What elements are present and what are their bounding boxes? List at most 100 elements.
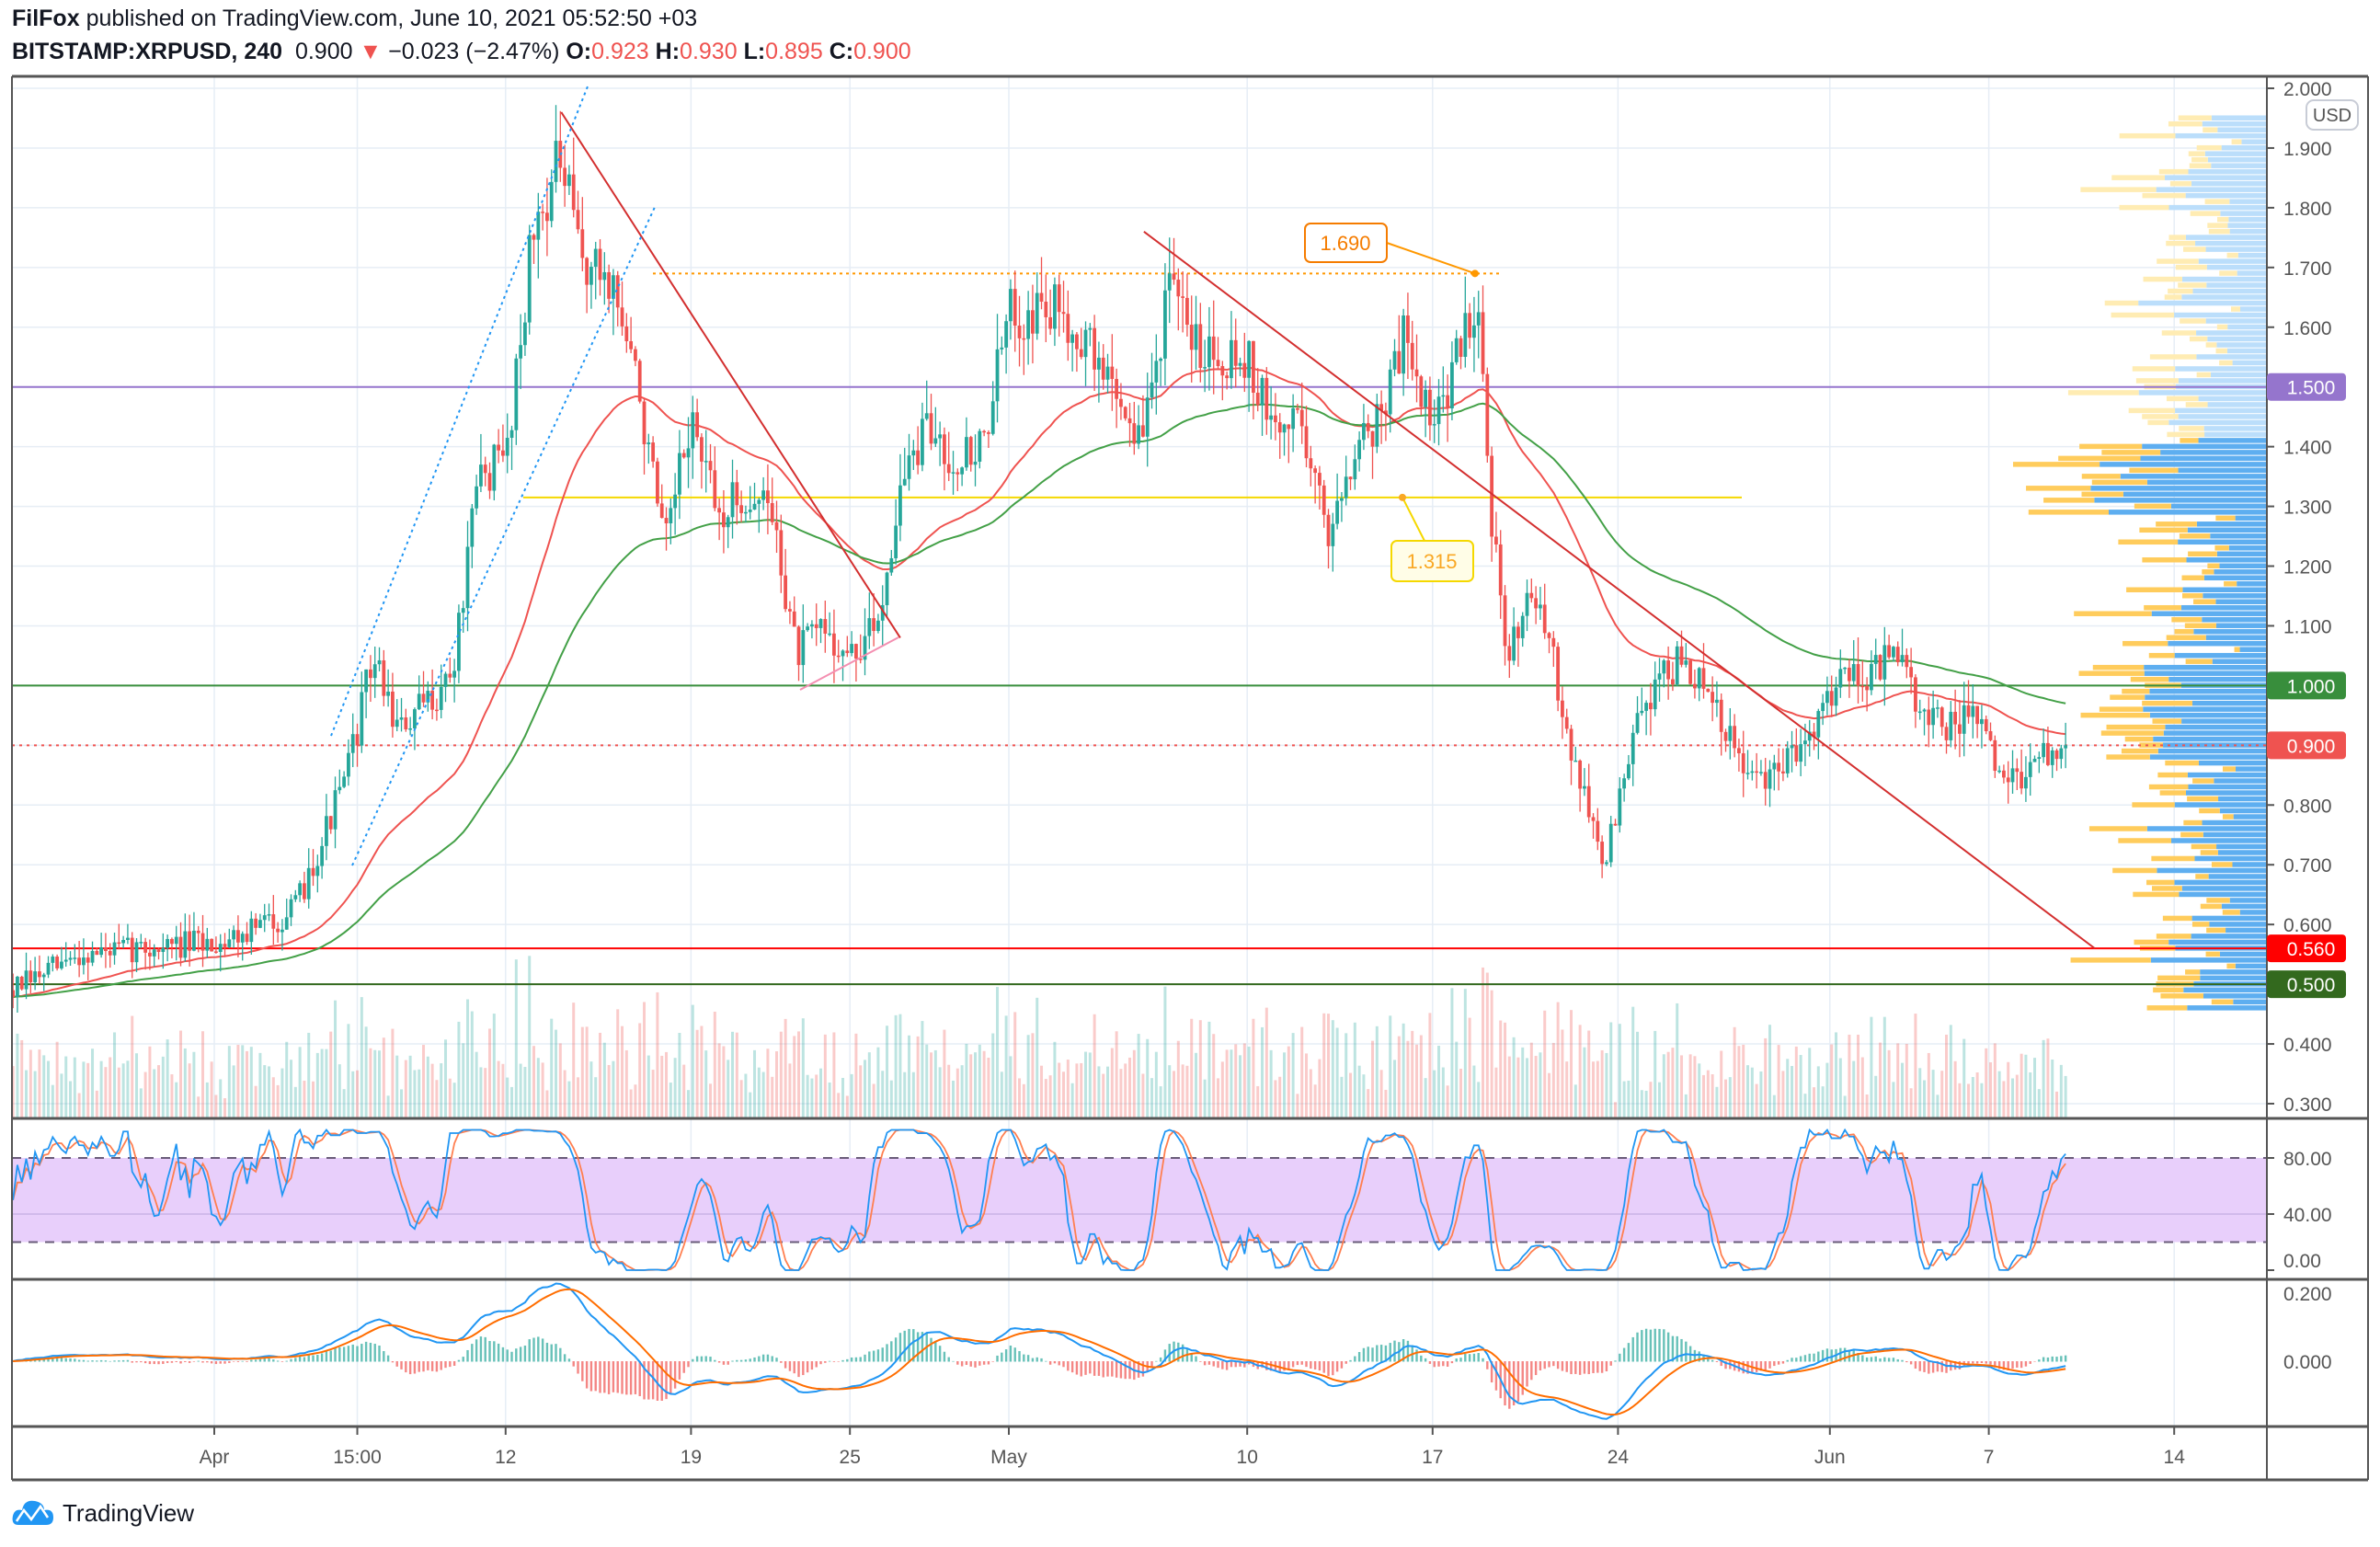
volume-profile-bar [2164, 294, 2182, 300]
candle-body [1194, 324, 1198, 350]
macd-histogram-bar [1393, 1340, 1396, 1362]
volume-profile-bar [2091, 479, 2147, 486]
close-label: C: [829, 39, 854, 64]
macd-histogram-bar [1512, 1361, 1516, 1405]
volume-profile-bar [2165, 724, 2267, 730]
volume-profile-bar [2191, 934, 2267, 939]
candle-body [612, 275, 615, 299]
macd-histogram-bar [1870, 1357, 1873, 1362]
candle-body [1238, 362, 1242, 366]
volume-profile-bar [2231, 306, 2241, 312]
volume-profile-bar [2139, 527, 2188, 533]
volume-profile-bar [2205, 342, 2217, 348]
price-change: −0.023 (−2.47%) [388, 39, 560, 64]
symbol-name[interactable]: BITSTAMP:XRPUSD, 240 [12, 39, 283, 64]
candle-body [757, 499, 761, 504]
candle-body [1216, 360, 1220, 367]
candle-body [509, 430, 514, 439]
candle-body [1882, 645, 1887, 680]
macd-histogram-bar [1980, 1361, 1984, 1364]
candle-body [1410, 342, 1414, 370]
volume-profile-bar [2189, 336, 2208, 342]
macd-histogram-bar [555, 1344, 557, 1362]
macd-histogram-bar [788, 1361, 792, 1371]
macd-histogram-bar [121, 1359, 125, 1362]
volume-bar [2015, 1074, 2019, 1118]
volume-profile-bar [2080, 187, 2157, 192]
volume-profile-bar [2101, 450, 2161, 455]
macd-histogram-bar [1217, 1361, 1219, 1369]
candle-body [911, 450, 916, 456]
macd-histogram-bar [452, 1361, 456, 1366]
candle-body [63, 959, 68, 962]
volume-bar [1759, 1071, 1763, 1118]
macd-histogram-bar [1310, 1361, 1312, 1369]
volume-profile-bar [2132, 802, 2175, 808]
macd-histogram-bar [1477, 1353, 1480, 1362]
volume-profile-bar [2199, 808, 2220, 814]
candle-body [33, 971, 38, 982]
volume-bar [1185, 1065, 1189, 1118]
volume-profile-bar [2227, 223, 2267, 228]
candle-body [1044, 302, 1048, 317]
volume-bar [1318, 1059, 1322, 1118]
volume-profile-bar [2219, 563, 2267, 569]
macd-histogram-bar [532, 1337, 535, 1362]
volume-bar [1415, 1044, 1419, 1118]
macd-histogram-bar [1428, 1361, 1432, 1364]
candle-body [1635, 713, 1640, 733]
tradingview-logo[interactable]: TradingView [11, 1497, 194, 1529]
currency-button[interactable] [2306, 99, 2359, 131]
time-tick-label: 7 [1984, 1447, 1995, 1468]
candle-body [1596, 820, 1600, 842]
candle-body [1697, 668, 1701, 689]
volume-bar [1521, 1047, 1525, 1118]
macd-histogram-bar [523, 1346, 527, 1362]
candle-body [262, 915, 267, 921]
macd-histogram-bar [1755, 1361, 1758, 1372]
macd-histogram-bar [1128, 1361, 1131, 1380]
volume-bar [739, 1080, 743, 1118]
candle-body [634, 349, 637, 361]
volume-bar [1110, 1048, 1114, 1118]
volume-profile-bar [2133, 891, 2180, 898]
volume-bar [1472, 1065, 1476, 1118]
volume-bar [452, 1083, 456, 1118]
volume-profile-bar [2203, 575, 2267, 581]
macd-histogram-bar [140, 1361, 143, 1363]
volume-bar [325, 1049, 328, 1118]
volume-profile-bar [2198, 395, 2267, 402]
volume-bar [859, 1065, 863, 1118]
candle-body [735, 482, 739, 506]
candle-body [1004, 321, 1009, 348]
candle-body [946, 464, 951, 474]
volume-bar [201, 1031, 205, 1118]
volume-bar [91, 1049, 95, 1118]
volume-bar [166, 1039, 169, 1118]
author-name[interactable]: FilFox [12, 6, 80, 31]
candle-body [1763, 772, 1768, 789]
macd-histogram-bar [1817, 1351, 1820, 1362]
macd-histogram-bar [2007, 1361, 2009, 1370]
macd-histogram-bar [585, 1361, 589, 1389]
volume-profile-bar [2202, 616, 2267, 623]
macd-histogram-bar [709, 1357, 712, 1362]
macd-histogram-bar [1163, 1349, 1167, 1362]
macd-histogram-bar [1901, 1359, 1904, 1362]
volume-bar [1406, 1040, 1410, 1118]
candle-body [894, 525, 898, 558]
rsi-tick-label: 0.00 [2283, 1251, 2321, 1272]
volume-bar [656, 991, 659, 1118]
price-level-label: 0.500 [2287, 975, 2336, 996]
volume-profile-bar [2142, 557, 2187, 563]
volume-bar [205, 1082, 209, 1118]
candle-body [188, 931, 192, 951]
candle-body [386, 691, 391, 696]
volume-bar [634, 1084, 637, 1118]
macd-histogram-bar [91, 1360, 94, 1362]
candle-body [1649, 703, 1653, 710]
volume-bar [638, 1023, 642, 1118]
candle-body [55, 957, 60, 968]
volume-bar [320, 1049, 324, 1118]
